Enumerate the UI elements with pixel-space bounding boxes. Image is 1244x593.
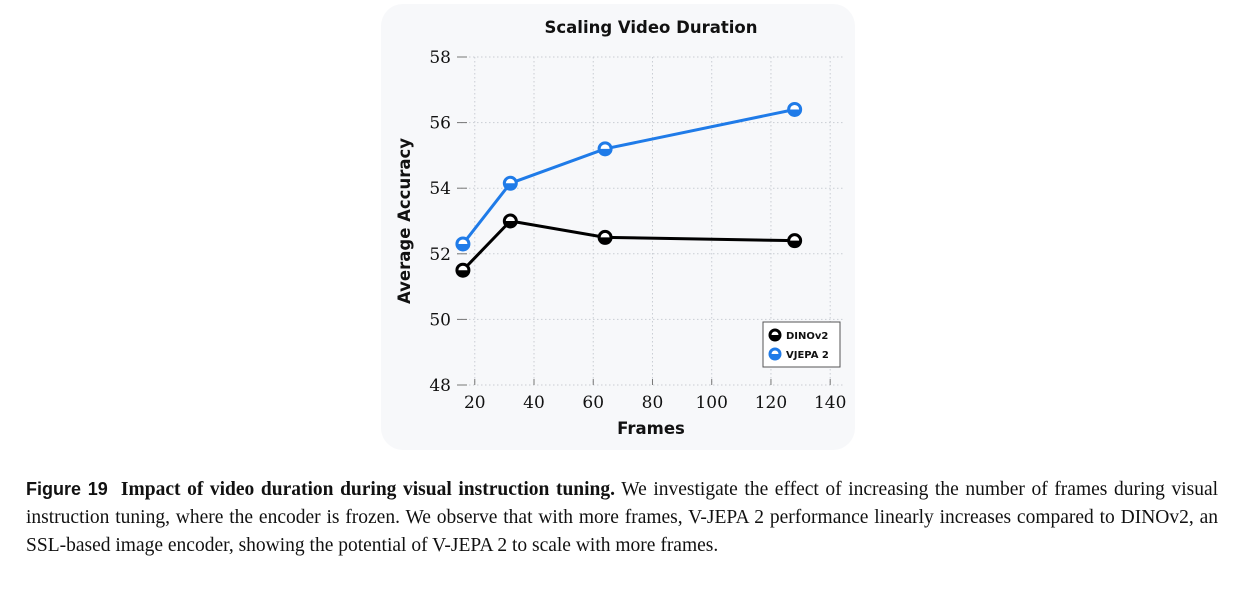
series-line xyxy=(461,108,795,245)
legend-marker xyxy=(768,328,782,342)
y-tick-label: 54 xyxy=(429,179,451,199)
x-tick-label: 100 xyxy=(695,393,727,413)
marker-half-fill xyxy=(770,335,780,340)
marker-half-fill xyxy=(504,221,517,228)
marker-half-fill xyxy=(788,240,801,247)
data-point xyxy=(597,229,613,245)
line-chart: Scaling Video Duration 20 40 60 80 100 120 140… xyxy=(395,18,846,438)
series-vjepa-2 xyxy=(455,101,803,252)
series-group xyxy=(455,101,803,278)
x-tick-label: 140 xyxy=(814,393,846,413)
data-point xyxy=(455,236,471,252)
figure-title: Impact of video duration during visual i… xyxy=(120,479,616,500)
data-point xyxy=(787,233,803,249)
y-tick-label: 48 xyxy=(429,376,451,396)
data-point xyxy=(502,175,518,191)
grid xyxy=(457,56,845,386)
data-point xyxy=(787,101,803,117)
series-line xyxy=(461,219,795,272)
chart-title: Scaling Video Duration xyxy=(545,18,758,37)
marker-half-fill xyxy=(599,148,612,155)
x-tick-label: 60 xyxy=(582,393,604,413)
y-tick-label: 56 xyxy=(429,114,451,134)
caption-text: We investigate the effect of increasing … xyxy=(26,479,1219,556)
legend-label: VJEPA 2 xyxy=(786,350,829,361)
data-point xyxy=(597,141,613,157)
series-dinov2 xyxy=(455,213,803,278)
chart-card xyxy=(381,4,855,450)
y-tick-label: 50 xyxy=(429,310,451,330)
y-axis-label: Average Accuracy xyxy=(395,138,414,304)
x-axis-label: Frames xyxy=(617,419,685,438)
x-tick-label: 120 xyxy=(755,393,787,413)
legend-label: DINOv2 xyxy=(786,331,828,342)
marker-half-fill xyxy=(456,243,469,250)
marker-half-fill xyxy=(788,109,801,116)
figure-caption: Figure 19 Impact of video duration durin… xyxy=(26,475,1218,560)
legend-marker xyxy=(768,347,782,361)
marker-half-fill xyxy=(599,237,612,244)
legend: DINOv2 VJEPA 2 xyxy=(762,321,841,368)
marker-half-fill xyxy=(770,354,780,359)
marker-half-fill xyxy=(504,183,517,190)
figure-label: Figure 19 xyxy=(26,479,108,499)
data-point xyxy=(455,262,471,278)
axis-ticks: 20 40 60 80 100 120 140 48 50 52 54 56 58 xyxy=(429,48,846,413)
y-tick-label: 58 xyxy=(429,48,451,68)
marker-half-fill xyxy=(456,270,469,277)
y-tick-label: 52 xyxy=(429,245,451,265)
x-tick-label: 80 xyxy=(642,393,664,413)
x-tick-label: 20 xyxy=(464,393,486,413)
x-tick-label: 40 xyxy=(523,393,545,413)
data-point xyxy=(502,213,518,229)
